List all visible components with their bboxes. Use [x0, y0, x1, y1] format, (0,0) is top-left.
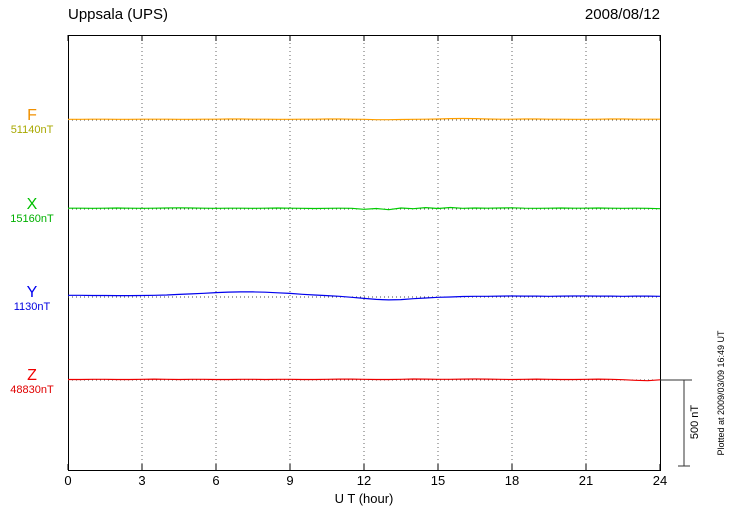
page-title: Uppsala (UPS): [68, 6, 169, 23]
plotted-at-note: Plotted at 2009/03/09 16:49 UT: [716, 330, 726, 456]
series-baseline-x: 15160nT: [10, 213, 54, 225]
series-label-z: Z 48830nT: [0, 368, 64, 397]
series-letter-z: Z: [27, 367, 37, 384]
series-label-f: F 51140nT: [0, 108, 64, 137]
x-tick-6: 6: [212, 473, 220, 488]
series-baseline-z: 48830nT: [10, 384, 54, 396]
x-axis-label: U T (hour): [334, 491, 394, 506]
series-letter-x: X: [26, 196, 38, 213]
series-label-x: X 15160nT: [0, 197, 64, 226]
x-tick-18: 18: [504, 473, 520, 488]
series-letter-y: Y: [26, 284, 38, 301]
x-tick-24: 24: [652, 473, 668, 488]
date-label: 2008/08/12: [584, 6, 660, 23]
series-label-y: Y 1130nT: [0, 285, 64, 314]
series-letter-f: F: [27, 107, 37, 124]
x-tick-21: 21: [578, 473, 594, 488]
x-tick-0: 0: [64, 473, 72, 488]
x-tick-3: 3: [138, 473, 146, 488]
scale-bar-label: 500 nT: [689, 404, 701, 440]
series-baseline-y: 1130nT: [13, 301, 51, 313]
x-tick-12: 12: [356, 473, 372, 488]
series-baseline-f: 51140nT: [10, 124, 54, 136]
x-tick-9: 9: [286, 473, 294, 488]
x-tick-15: 15: [430, 473, 446, 488]
